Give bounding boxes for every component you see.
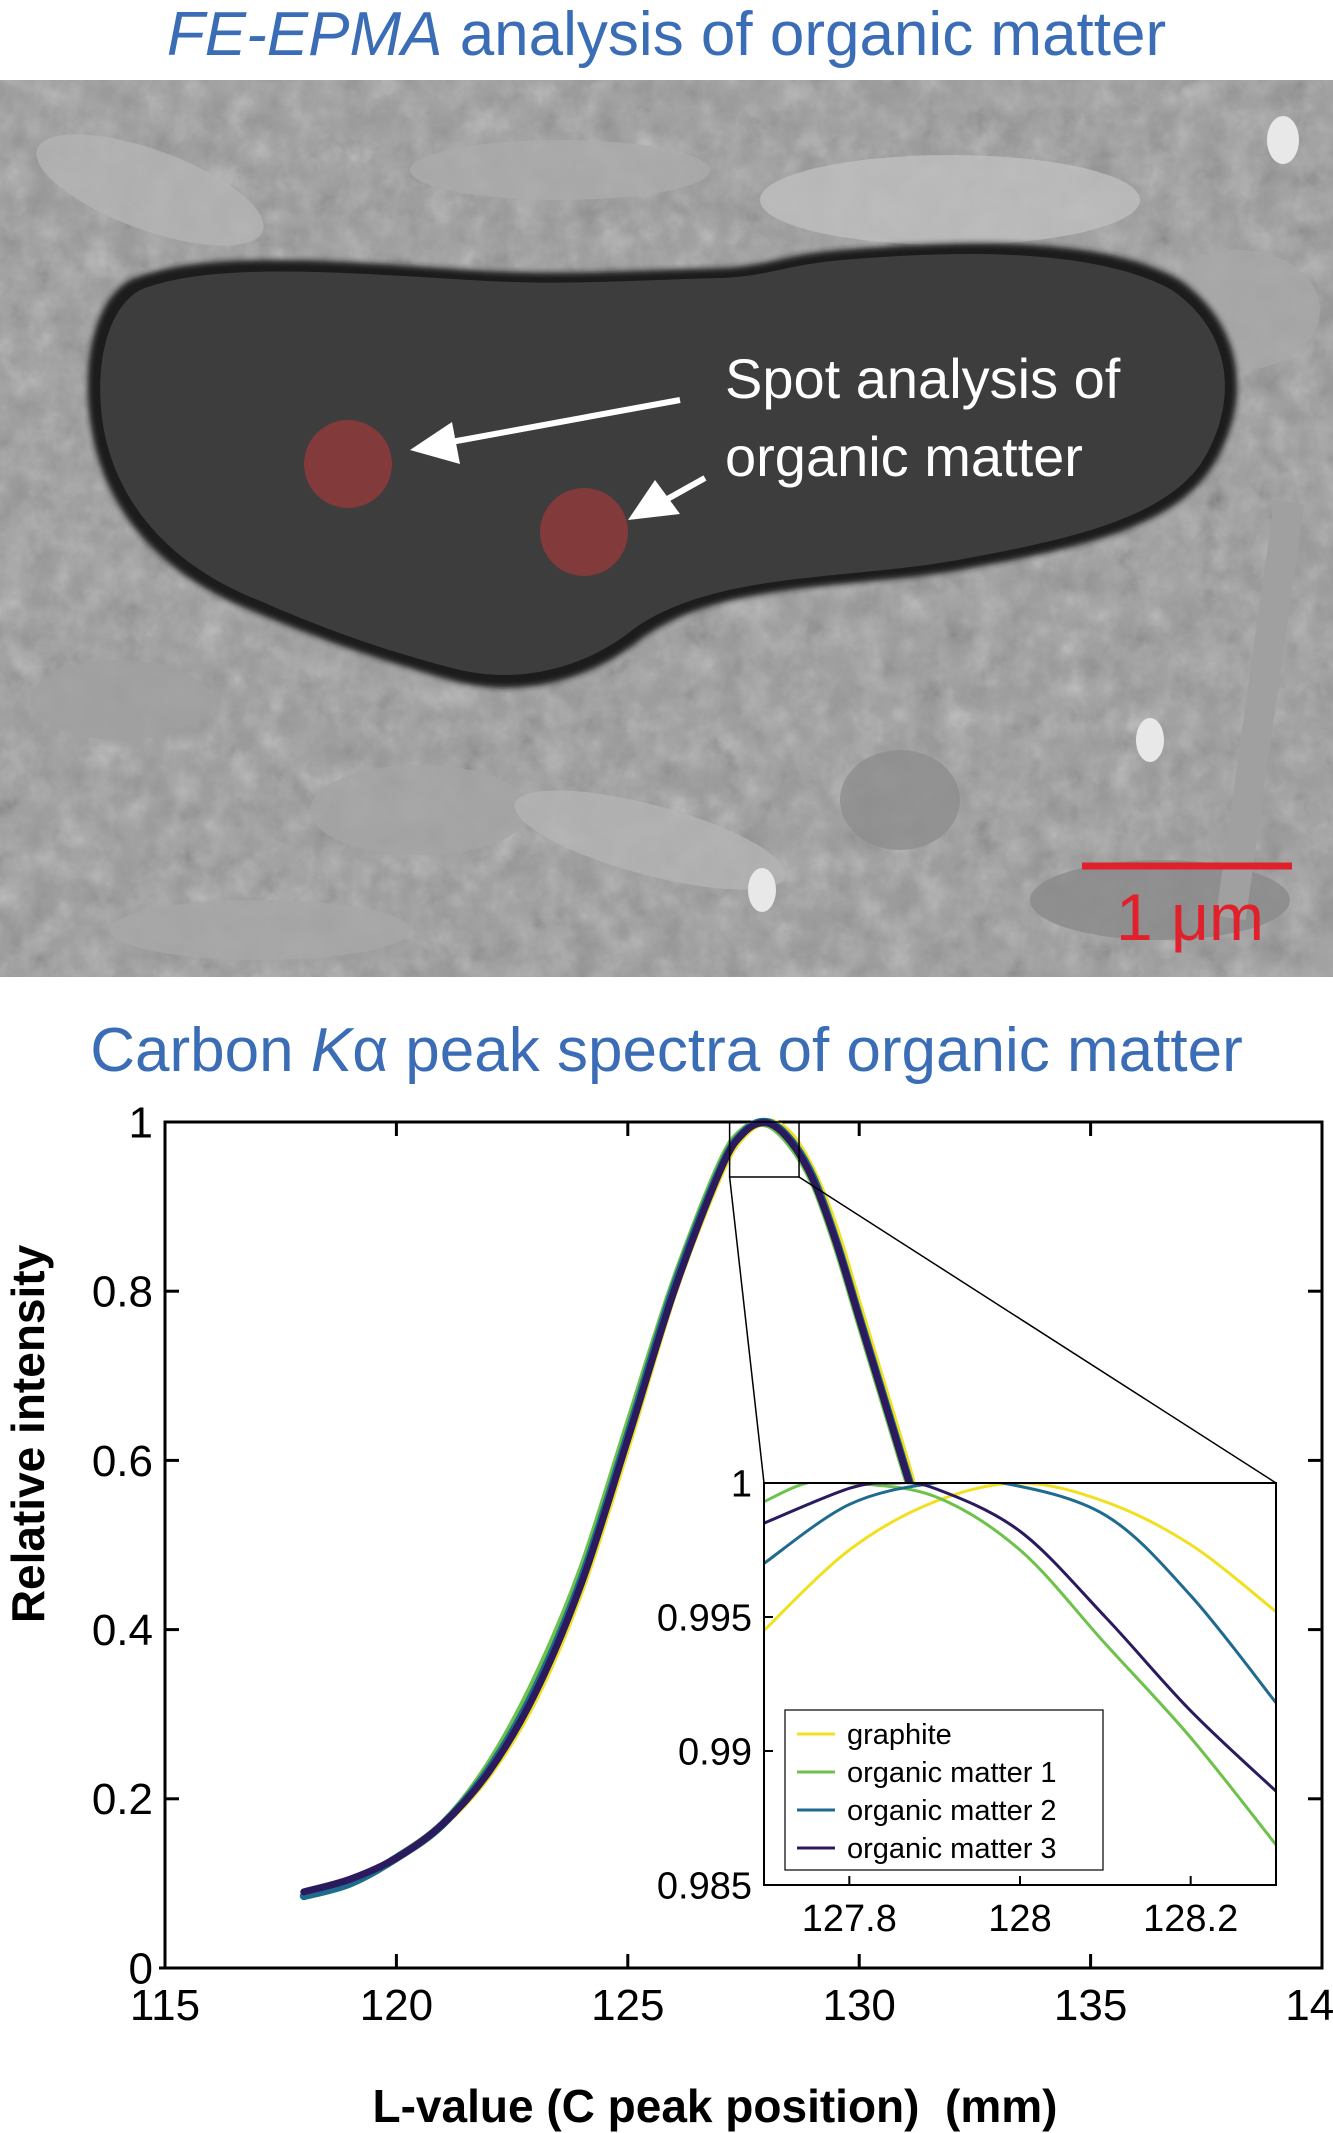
micrograph-title: FE-EPMA analysis of organic matter	[0, 4, 1333, 66]
main-y-tick-label: 1	[129, 1098, 153, 1147]
legend-label: organic matter 2	[847, 1795, 1057, 1827]
title-bottom-pre: Carbon	[90, 1016, 311, 1085]
inset-x-tick-label: 128.2	[1143, 1898, 1238, 1940]
legend-box	[784, 1709, 1104, 1871]
x-axis-label: L-value (C peak position) (mm)	[373, 2080, 1058, 2132]
inset-series-line	[764, 1483, 1276, 1846]
legend-label: graphite	[847, 1719, 952, 1751]
inset-series-group	[764, 1483, 1276, 1846]
inset-series-line	[764, 1483, 1276, 1704]
legend-label: organic matter 3	[847, 1833, 1057, 1865]
annotation-text-line-2: organic matter	[725, 425, 1083, 488]
annotation-arrows	[410, 397, 707, 520]
title-bottom-alpha: α	[352, 1016, 389, 1085]
inset-y-tick-label: 0.985	[657, 1865, 752, 1907]
main-x-tick-label: 130	[822, 1981, 895, 2030]
title-bottom-italic: K	[310, 1016, 353, 1085]
main-x-tick-label: 115	[130, 1981, 200, 2030]
main-y-tick-label: 0.8	[92, 1268, 153, 1317]
carbon-peak-chart: 11512012513013514000.20.40.60.81 127.812…	[2, 1098, 1333, 2132]
inset-x-tick-label: 127.8	[802, 1898, 897, 1940]
main-x-tick-label: 135	[1054, 1981, 1127, 2030]
main-x-tick-label: 120	[360, 1981, 433, 2030]
inset-series-line	[764, 1483, 1276, 1793]
main-series-line	[300, 1119, 919, 1896]
lath-grain	[1215, 499, 1305, 921]
scale-bar-label: 1 μm	[1116, 880, 1264, 954]
zoom-connector-left	[728, 1176, 765, 1484]
analysis-spot-2	[540, 488, 628, 576]
title-bottom-rest: peak spectra of organic matter	[388, 1016, 1243, 1085]
annotation-text-line-1: Spot analysis of	[725, 347, 1121, 410]
chart-title: Carbon Kα peak spectra of organic matter	[0, 1020, 1333, 1082]
sem-micrograph: Spot analysis of organic matter 1 μm	[0, 80, 1333, 977]
mineral-grains	[30, 134, 1320, 960]
analysis-spot-1	[304, 420, 392, 508]
inset-frame-top	[763, 1482, 1277, 1886]
inset-x-tick-label: 128	[988, 1898, 1051, 1940]
zoom-region-box	[728, 1121, 800, 1178]
main-plot-area: 115 120 125 130 135 140 0 0.2 0.4 0.6 0.8 1	[92, 1098, 1333, 2030]
y-axis-label: Relative intensity	[2, 1244, 54, 1623]
main-y-tick-label: 0	[129, 1944, 153, 1993]
title-top-rest: analysis of organic matter	[442, 0, 1167, 69]
inset-series-line	[764, 1483, 1276, 1632]
legend-label: organic matter 1	[847, 1757, 1057, 1789]
inset-plot-area: 127.8 128 128.2 0.985 0.99 0.995 1 graphite orga…	[657, 1463, 1277, 1940]
main-x-tick-label: 140	[1285, 1981, 1333, 2030]
title-top-italic: FE-EPMA	[166, 0, 443, 69]
organic-matter-particle	[100, 253, 1225, 675]
zoom-connector-right	[798, 1176, 1277, 1484]
main-y-tick-label: 0.4	[92, 1606, 153, 1655]
inset-y-tick-label: 0.99	[678, 1731, 752, 1773]
main-y-tick-label: 0.2	[92, 1775, 153, 1824]
inset-y-tick-label: 1	[731, 1463, 752, 1505]
inset-y-tick-label: 0.995	[657, 1597, 752, 1639]
main-y-tick-label: 0.6	[92, 1437, 153, 1486]
main-x-tick-label: 125	[591, 1981, 664, 2030]
